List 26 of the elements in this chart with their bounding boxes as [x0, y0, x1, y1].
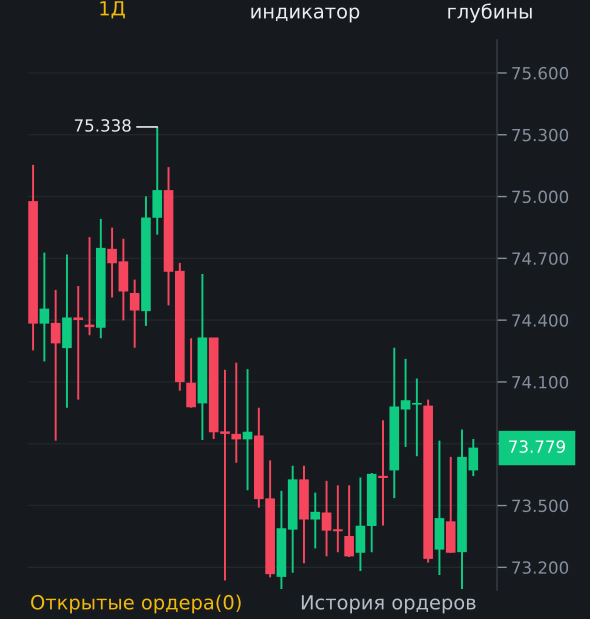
candlestick [242, 368, 252, 492]
y-tick-label: 75.300 [512, 128, 568, 142]
text: Открытые ордера(0) [31, 594, 241, 614]
candlestick [130, 278, 140, 349]
y-tick-label: 73.500 [512, 500, 568, 512]
text: глубины [448, 3, 532, 23]
text: 73.779 [509, 440, 565, 453]
text: История ордеров [302, 595, 476, 614]
y-tick-label: 75.600 [512, 66, 568, 80]
candlestick [40, 252, 50, 362]
y-tick-label: 74.400 [512, 314, 568, 327]
y-tick-label: 73.200 [512, 561, 568, 574]
text: индикатор [251, 7, 360, 22]
y-tick-label: 75.000 [512, 190, 568, 204]
candlestick [73, 284, 84, 401]
y-tick-label: 74.100 [512, 376, 568, 389]
candlestick [231, 362, 242, 464]
candlestick [84, 236, 94, 336]
candlestick [378, 419, 388, 526]
text: 1Д [100, 1, 125, 18]
candlestick [344, 484, 354, 558]
annotation: 75.338 [74, 119, 131, 132]
candlestick [310, 492, 320, 550]
candlestick [186, 337, 196, 409]
y-tick-label: 74.700 [512, 252, 568, 265]
candlestick [50, 288, 60, 442]
